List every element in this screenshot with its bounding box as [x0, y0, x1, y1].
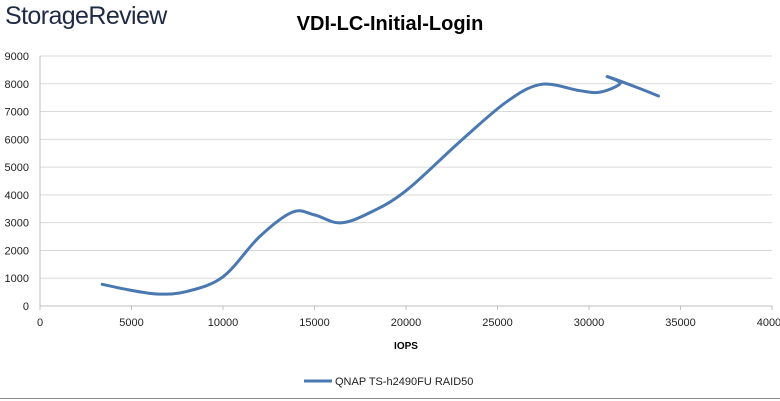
chart-title: VDI-LC-Initial-Login [296, 13, 484, 35]
legend: QNAP TS-h2490FU RAID50 [304, 376, 473, 388]
y-tick-label: 3000 [5, 218, 29, 230]
x-tick-label: 0 [37, 317, 43, 329]
y-tick-label: 8000 [5, 79, 29, 91]
x-tick-label: 15000 [299, 317, 330, 329]
x-tick-label: 5000 [119, 317, 143, 329]
y-tick-label: 4000 [5, 190, 29, 202]
tick-labels: 0 1000 2000 3000 4000 5000 6000 7000 8000 9000 0 50… [5, 51, 780, 329]
series-line [100, 75, 660, 296]
x-tick-label: 40000 [757, 317, 780, 329]
x-tick-label: 35000 [665, 317, 696, 329]
gridlines [40, 55, 772, 279]
axes [39, 56, 773, 310]
legend-label: QNAP TS-h2490FU RAID50 [335, 376, 473, 388]
y-tick-label: 5000 [5, 162, 29, 174]
y-tick-label: 7000 [5, 107, 29, 119]
y-tick-label: 2000 [5, 245, 29, 257]
x-tick-label: 25000 [482, 317, 513, 329]
y-tick-label: 0 [23, 301, 29, 313]
x-tick-label: 20000 [391, 317, 422, 329]
series-lines [100, 75, 660, 296]
x-tick-label: 30000 [574, 317, 605, 329]
y-tick-label: 9000 [5, 51, 29, 63]
x-axis-title: IOPS [394, 341, 418, 352]
y-tick-label: 6000 [5, 134, 29, 146]
x-tick-label: 10000 [208, 317, 239, 329]
storagereview-logo: StorageReview [5, 2, 167, 30]
bottom-divider [0, 398, 780, 399]
y-tick-label: 1000 [5, 273, 29, 285]
